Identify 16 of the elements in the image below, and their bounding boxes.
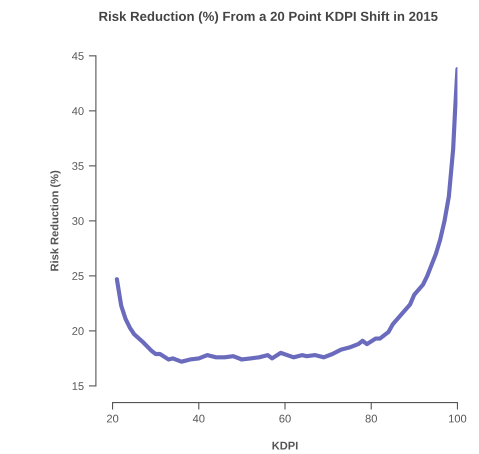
chart-title: Risk Reduction (%) From a 20 Point KDPI Shift in 2015: [99, 11, 438, 24]
x-axis-title: KDPI: [272, 442, 298, 450]
x-tick-label: 40: [192, 414, 205, 423]
x-tick-label: 20: [106, 414, 118, 423]
y-tick-label: 35: [72, 162, 84, 170]
y-tick-label: 15: [72, 382, 84, 390]
line-series: [114, 66, 458, 364]
y-tick-label: 40: [72, 107, 84, 115]
y-tick-label: 45: [72, 52, 84, 60]
x-tick-label: 80: [366, 414, 377, 423]
x-tick-label: 100: [449, 414, 466, 423]
x-tick-label: 60: [279, 414, 291, 423]
y-tick-label: 30: [72, 217, 84, 226]
y-axis-title: Risk Reduction (%): [50, 170, 61, 271]
y-tick-label: 25: [72, 272, 84, 280]
y-tick-label: 20: [72, 327, 84, 336]
